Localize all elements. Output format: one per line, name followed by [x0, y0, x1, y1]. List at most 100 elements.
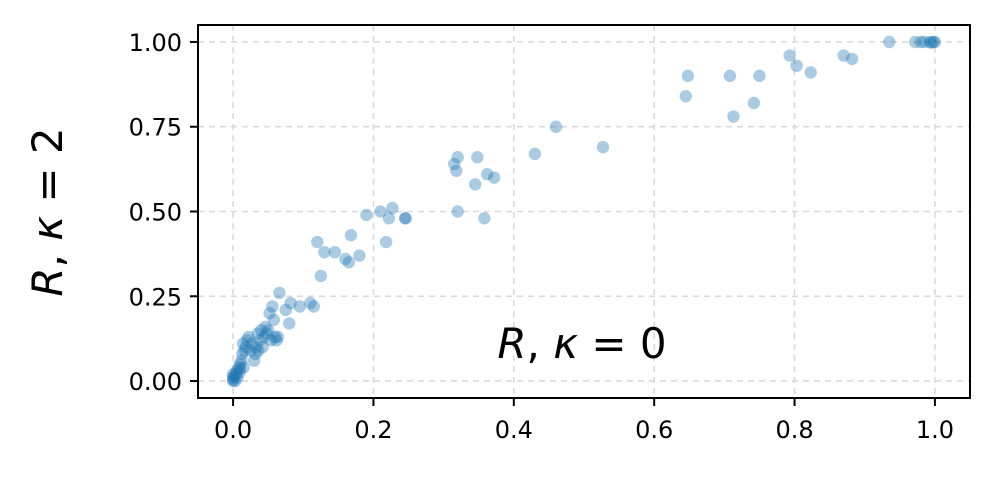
scatter-point: [257, 330, 271, 344]
scatter-point: [596, 140, 610, 154]
grid: [198, 25, 970, 398]
scatter-point: [250, 340, 263, 354]
scatter-point: [480, 168, 494, 181]
scatter-point: [747, 96, 761, 110]
scatter-point: [226, 371, 240, 384]
scatter-point: [753, 69, 766, 83]
scatter-point: [386, 201, 399, 215]
scatter-point: [914, 35, 928, 49]
y-tick-label: 0.00: [129, 368, 182, 396]
scatter-point: [240, 334, 254, 347]
chart-annotation: R, κ = 0: [497, 319, 666, 368]
scatter-point: [271, 330, 285, 344]
scatter-point: [528, 147, 542, 161]
y-axis-label-symbol: κ: [23, 216, 72, 241]
x-tick-label: 0.2: [354, 416, 392, 444]
y-axis-label-var: R: [23, 267, 72, 296]
scatter-point: [925, 36, 938, 49]
scatter-point: [293, 300, 306, 313]
annotation-relation: =: [578, 319, 640, 368]
scatter-point: [379, 235, 393, 249]
scatter-point: [723, 69, 737, 83]
scatter-point: [928, 35, 942, 49]
y-tick-label: 0.75: [129, 114, 182, 142]
scatter-point: [549, 120, 563, 133]
annotation-var: R: [497, 319, 526, 368]
scatter-point: [233, 366, 246, 379]
y-axis-label-sep: ,: [23, 241, 72, 268]
scatter-point: [232, 361, 245, 374]
scatter-point: [837, 49, 850, 62]
scatter-point: [267, 313, 280, 327]
scatter-point: [283, 317, 296, 330]
scatter-point: [727, 110, 740, 123]
scatter-point: [328, 245, 342, 259]
scatter-point: [239, 340, 252, 354]
x-tick-label: 0.0: [214, 416, 252, 444]
scatter-point: [270, 334, 283, 347]
scatter-point: [260, 327, 273, 340]
scatter-point: [478, 212, 491, 225]
scatter-point: [226, 368, 240, 381]
y-axis-label-relation: =: [23, 154, 72, 216]
y-tick-label: 1.00: [129, 29, 182, 57]
scatter-point: [244, 344, 257, 357]
scatter-point: [247, 354, 261, 367]
scatter-point: [679, 90, 692, 103]
scatter-point: [233, 357, 247, 371]
scatter-point: [304, 296, 317, 310]
scatter-point: [342, 256, 356, 269]
y-tick-label: 0.50: [129, 199, 182, 227]
y-axis: 0.00 0.25 0.50 0.75 1.00: [129, 29, 198, 396]
scatter-point: [918, 35, 931, 49]
scatter-point: [229, 368, 243, 381]
x-tick-label: 1.0: [916, 416, 954, 444]
scatter-point: [259, 320, 272, 333]
scatter-point: [469, 178, 482, 191]
scatter-point: [228, 374, 242, 388]
scatter-point: [231, 371, 244, 384]
x-axis: 0.0 0.2 0.4 0.6 0.8 1.0: [214, 398, 954, 444]
scatter-point: [254, 323, 268, 337]
scatter-point: [273, 286, 286, 300]
scatter-point: [398, 212, 412, 225]
scatter-point: [307, 300, 320, 313]
scatter-point: [804, 66, 817, 79]
scatter-point: [249, 347, 262, 361]
scatter-point: [344, 229, 358, 242]
scatter-point: [269, 330, 282, 344]
scatter-point: [279, 303, 292, 317]
scatter-point: [471, 151, 484, 164]
annotation-symbol: κ: [553, 319, 578, 368]
annotation-sep: ,: [527, 319, 554, 368]
scatter-point: [923, 35, 937, 49]
scatter-point: [360, 208, 373, 222]
scatter-point: [242, 330, 255, 344]
x-tick-label: 0.6: [635, 416, 673, 444]
scatter-point: [374, 205, 387, 218]
scatter-point: [450, 164, 463, 178]
x-tick-label: 0.4: [495, 416, 533, 444]
scatter-point: [238, 344, 251, 357]
scatter-point: [399, 212, 412, 225]
scatter-point: [263, 307, 276, 320]
scatter-point: [314, 269, 328, 283]
scatter-point: [266, 300, 279, 313]
scatter-point: [230, 364, 243, 378]
scatter-point: [382, 212, 396, 225]
scatter-point: [226, 374, 240, 388]
scatter-point: [251, 327, 264, 340]
scatter-point: [261, 323, 275, 337]
scatter-point: [845, 52, 859, 66]
y-tick-label: 0.25: [129, 283, 182, 311]
scatter-point: [451, 205, 464, 218]
scatter-point: [883, 35, 896, 49]
scatter-point: [783, 49, 796, 62]
scatter-point: [318, 245, 331, 259]
scatter-point: [451, 151, 464, 164]
scatter-point: [487, 171, 501, 184]
scatter-point: [236, 347, 249, 361]
y-axis-label: R, κ = 2: [23, 127, 72, 296]
annotation-value: 0: [640, 319, 667, 368]
